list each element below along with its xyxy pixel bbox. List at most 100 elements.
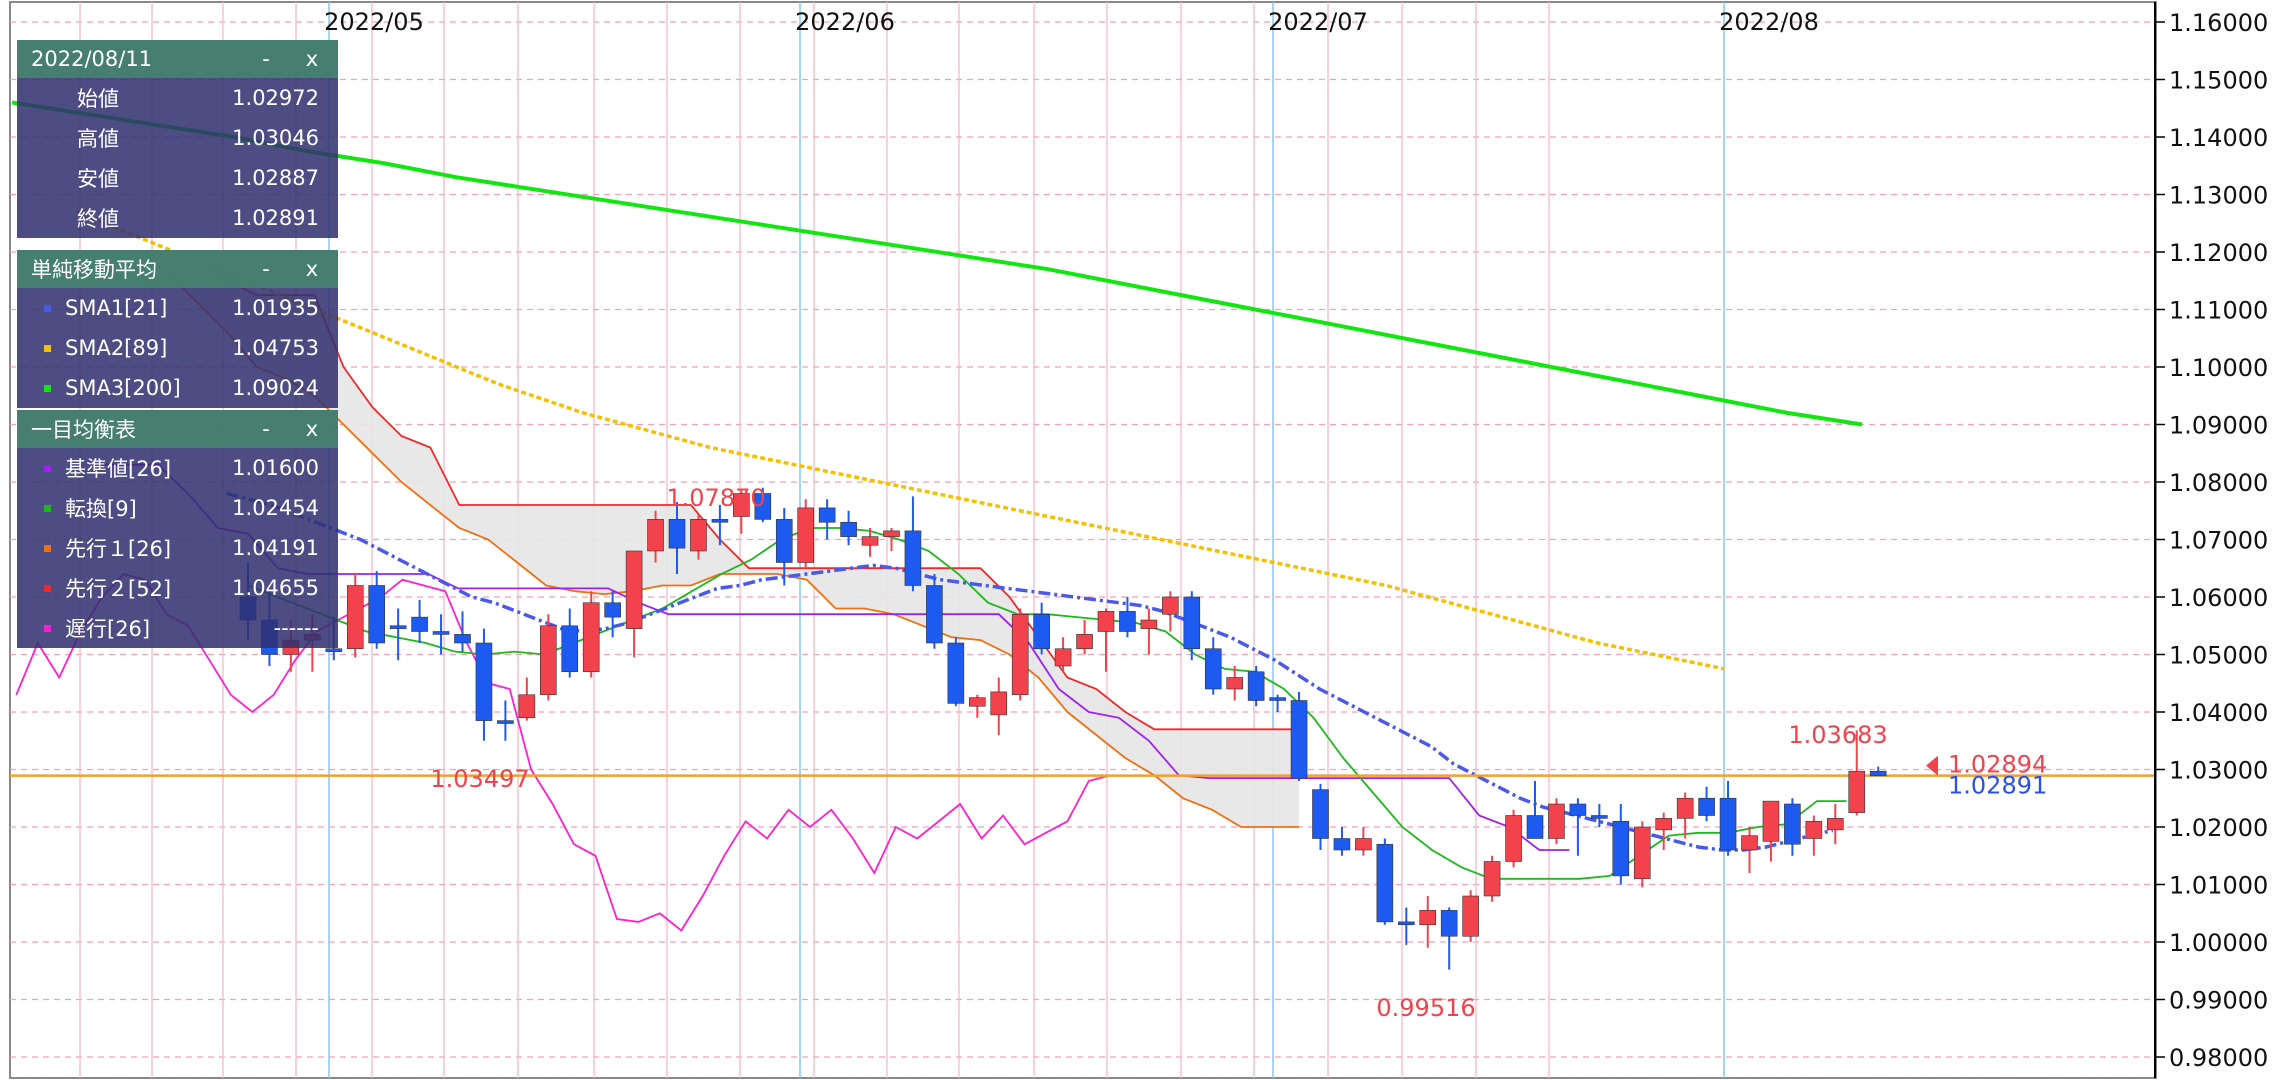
legend-marker (44, 584, 51, 592)
y-tick-label: 1.16000 (2169, 9, 2268, 37)
candle-body (1054, 648, 1072, 667)
x-tick-label: 2022/08 (1719, 8, 1819, 36)
candle-body (1848, 770, 1866, 813)
legend-marker (44, 504, 51, 512)
legend-marker (44, 624, 51, 632)
ohlc-label: 始値 (77, 87, 119, 111)
candle-body (1440, 910, 1458, 937)
candle-body (690, 519, 707, 552)
candle-body (1784, 803, 1801, 845)
ohlc-row-close: 終値 1.02891 (17, 198, 338, 238)
candle-body (968, 697, 986, 707)
y-tick-label: 0.99000 (2169, 987, 2268, 1015)
y-tick-label: 1.13000 (2169, 182, 2268, 210)
y-tick-label: 1.08000 (2169, 469, 2268, 497)
sma-value: 1.04753 (232, 336, 319, 360)
ohlc-value: 1.02972 (232, 86, 319, 110)
ichimoku-label: 遅行[26] (65, 617, 151, 641)
sma-panel: 単純移動平均 - x SMA1[21] 1.01935 SMA2[89] 1.0… (17, 250, 338, 408)
candle-body (904, 530, 922, 586)
kijun-line (97, 463, 1570, 851)
ohlc-panel-header: 2022/08/11 - x (17, 40, 338, 78)
candle-body (1698, 797, 1715, 816)
candle-body (1355, 838, 1372, 851)
legend-marker (44, 464, 51, 472)
ohlc-value: 1.02891 (232, 206, 319, 230)
grid (10, 2, 2155, 1078)
candle-body (1376, 843, 1394, 923)
y-tick-label: 1.04000 (2169, 699, 2268, 727)
candle-body (1762, 800, 1780, 842)
candle-body (1162, 596, 1179, 615)
ichimoku-row-senkou-a: 先行１[26] 1.04191 (17, 528, 338, 568)
candle-body (1526, 815, 1544, 839)
candle-body (926, 585, 943, 644)
ichimoku-panel: 一目均衡表 - x 基準値[26] 1.01600 転換[9] 1.02454 … (17, 410, 338, 648)
ichimoku-value: 1.01600 (232, 456, 319, 480)
candle-body (883, 530, 900, 537)
low-annotation: 1.03497 (430, 765, 529, 793)
y-tick-label: 1.12000 (2169, 239, 2268, 267)
sma-value: 1.09024 (232, 376, 319, 400)
ohlc-label: 終値 (77, 207, 119, 231)
candle-body (475, 642, 493, 721)
candle-body (711, 519, 729, 523)
candle-body (1591, 815, 1608, 819)
ohlc-label: 安値 (77, 167, 119, 191)
ohlc-value: 1.03046 (232, 126, 319, 150)
candle-body (1398, 921, 1415, 926)
sma2-line (75, 210, 1725, 671)
ohlc-row-high: 高値 1.03046 (17, 118, 338, 158)
y-tick-label: 1.09000 (2169, 412, 2268, 440)
sma-row-3: SMA3[200] 1.09024 (17, 368, 338, 408)
candle-body (604, 602, 621, 618)
ohlc-value: 1.02887 (232, 166, 319, 190)
candle-body (518, 694, 536, 719)
y-tick-label: 1.03000 (2169, 757, 2268, 785)
candle-body (990, 691, 1008, 716)
candle-body (497, 720, 514, 724)
high-annotation: 1.03683 (1788, 721, 1887, 749)
candle-body (1033, 613, 1050, 650)
sma-row-1: SMA1[21] 1.01935 (17, 288, 338, 328)
y-tick-label: 1.07000 (2169, 527, 2268, 555)
candle-body (1719, 797, 1737, 851)
ichimoku-row-senkou-b: 先行２[52] 1.04655 (17, 568, 338, 608)
candle-body (733, 493, 750, 517)
candle-body (1483, 861, 1501, 897)
candle-body (947, 642, 965, 704)
close-button[interactable]: x (305, 47, 319, 71)
candles (239, 487, 1887, 970)
candle-body (1612, 820, 1630, 877)
y-tick-label: 1.10000 (2169, 354, 2268, 382)
candle-body (1226, 677, 1243, 690)
candle-body (1312, 789, 1329, 839)
y-tick-label: 1.15000 (2169, 67, 2268, 95)
candle-body (1805, 820, 1823, 839)
sma-row-2: SMA2[89] 1.04753 (17, 328, 338, 368)
sma-label: SMA2[89] (65, 336, 168, 360)
ask-price-label: 1.02894 (1948, 751, 2047, 779)
candle-body (840, 521, 857, 537)
y-tick-label: 1.06000 (2169, 584, 2268, 612)
close-button[interactable]: x (305, 417, 319, 441)
minimize-button[interactable]: - (262, 417, 270, 441)
ohlc-panel: 2022/08/11 - x 始値 1.02972 高値 1.03046 安値 … (17, 40, 338, 238)
candle-body (1011, 613, 1029, 696)
ichimoku-row-kijun: 基準値[26] 1.01600 (17, 448, 338, 488)
minimize-button[interactable]: - (262, 257, 270, 281)
minimize-button[interactable]: - (262, 47, 270, 71)
low-annotation: 0.99516 (1376, 994, 1475, 1022)
close-button[interactable]: x (305, 257, 319, 281)
ichimoku-panel-header: 一目均衡表 - x (17, 410, 338, 448)
legend-marker (44, 544, 51, 552)
candle-body (1676, 797, 1694, 819)
candle-body (1183, 596, 1201, 650)
y-tick-label: 1.11000 (2169, 297, 2268, 325)
candle-body (775, 519, 793, 563)
ichimoku-label: 先行１[26] (65, 537, 172, 561)
candle-body (454, 634, 471, 644)
candle-body (1462, 895, 1479, 937)
candle-body (1204, 648, 1222, 690)
